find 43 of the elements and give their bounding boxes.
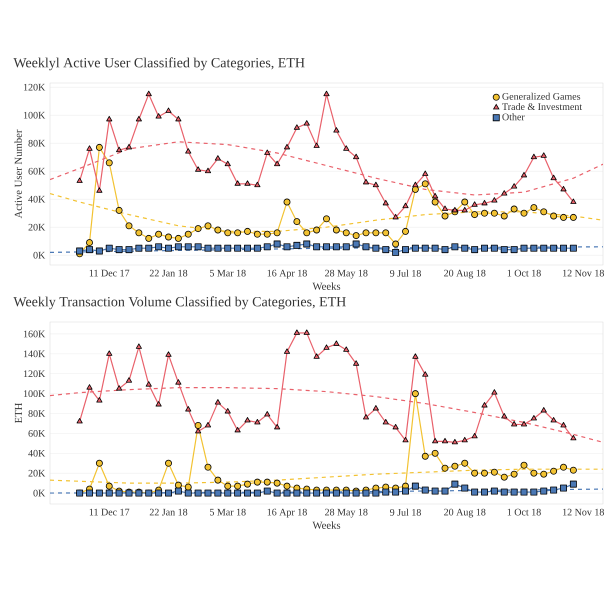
x-tick-label: 22 Jan 18 (150, 270, 188, 276)
x-axis-title: Weeks (312, 282, 340, 290)
x-tick-label: 5 Mar 18 (210, 270, 246, 276)
y-tick-label: 160K (24, 330, 46, 338)
x-tick-label: 22 Jan 18 (150, 508, 188, 516)
y-tick-label: 100K (24, 390, 46, 397)
x-tick-label: 1 Oct 18 (508, 270, 541, 276)
y-tick-label: 80K (28, 140, 46, 147)
x-axis-title: Weeks (312, 521, 340, 529)
y-tick-label: 0K (33, 490, 46, 496)
legend-label: Trade & Investment (502, 102, 582, 110)
chart-title: Weeklyl Active User Classified by Categories, ETH (13, 57, 305, 70)
y-tick-label: 20K (28, 224, 46, 231)
x-tick-label: 12 Nov 18 (563, 508, 604, 516)
legend-label: Generalized Games (502, 92, 580, 100)
y-tick-label: 60K (28, 430, 46, 437)
x-tick-label: 11 Dec 17 (90, 508, 130, 516)
x-tick-label: 11 Dec 17 (90, 270, 130, 276)
x-tick-label: 28 May 18 (325, 508, 368, 518)
legend-label: Other (502, 113, 525, 120)
x-tick-label: 12 Nov 18 (563, 270, 604, 276)
y-axis-title: Active User Number (14, 130, 22, 218)
chart-title: Weekly Transaction Volume Classified by Categories, ETH (13, 296, 346, 310)
y-tick-label: 100K (24, 112, 46, 119)
y-tick-label: 20K (28, 470, 46, 477)
y-tick-label: 140K (24, 350, 46, 358)
y-tick-label: 80K (28, 410, 46, 417)
x-tick-label: 20 Aug 18 (444, 508, 486, 518)
x-tick-label: 20 Aug 18 (444, 270, 486, 279)
y-tick-label: 120K (24, 84, 46, 91)
x-tick-label: 16 Apr 18 (268, 270, 307, 278)
y-tick-label: 40K (28, 196, 46, 203)
y-tick-label: 60K (28, 168, 46, 175)
x-tick-label: 9 Jul 18 (390, 508, 421, 516)
x-tick-label: 9 Jul 18 (390, 270, 421, 277)
x-tick-label: 16 Apr 18 (268, 508, 307, 518)
x-tick-label: 1 Oct 18 (508, 508, 541, 516)
x-tick-label: 5 Mar 18 (210, 508, 246, 516)
y-axis-title: ETH (14, 402, 22, 424)
y-tick-label: 0K (33, 252, 46, 259)
y-tick-label: 120K (24, 370, 46, 378)
y-tick-label: 40K (28, 450, 46, 457)
x-tick-label: 28 May 18 (325, 270, 368, 279)
